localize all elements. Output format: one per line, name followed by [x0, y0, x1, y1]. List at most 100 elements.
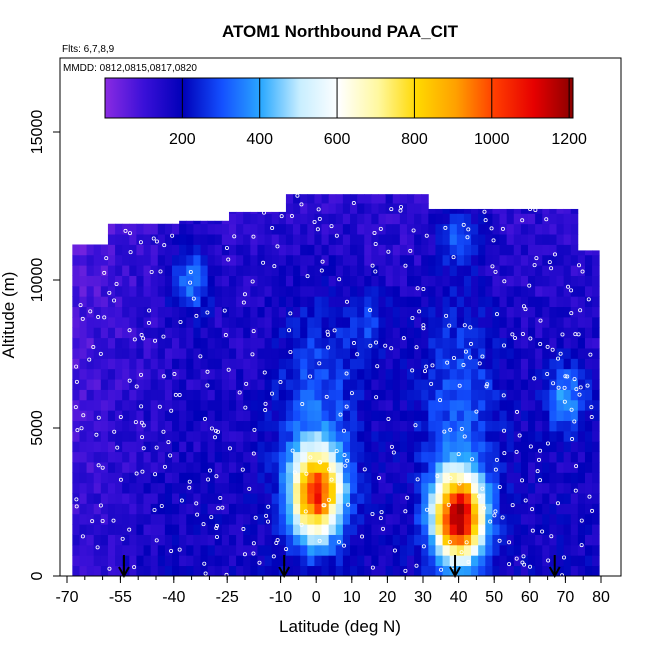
heatmap-cell	[179, 493, 187, 504]
heatmap-cell	[86, 399, 95, 411]
observation-point	[485, 382, 490, 387]
heatmap-cell	[435, 410, 443, 421]
heatmap-cell	[528, 285, 536, 297]
observation-point	[421, 326, 426, 331]
observation-point	[550, 347, 555, 352]
heatmap-cell	[414, 275, 422, 287]
heatmap-cell	[485, 285, 493, 297]
observation-point	[284, 547, 289, 552]
heatmap-cell	[72, 389, 80, 401]
heatmap-cell	[72, 306, 80, 318]
heatmap-cell	[86, 534, 95, 546]
observation-point	[435, 474, 440, 479]
heatmap-cell	[293, 296, 301, 308]
heatmap-cell	[257, 389, 265, 401]
heatmap-cell	[385, 410, 394, 421]
heatmap-cell	[535, 368, 543, 380]
observation-point	[168, 453, 173, 458]
observation-point	[446, 502, 451, 507]
heatmap-cell	[392, 462, 401, 473]
heatmap-cell	[506, 524, 515, 535]
heatmap-cell	[157, 420, 166, 432]
observation-point	[461, 363, 466, 368]
observation-point	[466, 559, 471, 564]
heatmap-cell	[328, 275, 337, 287]
observation-point	[324, 394, 329, 399]
heatmap-cell	[542, 265, 550, 276]
heatmap-cell	[428, 389, 436, 401]
heatmap-cell	[549, 285, 557, 297]
heatmap-cell	[143, 327, 152, 339]
heatmap-cell	[342, 544, 351, 556]
heatmap-cell	[556, 223, 565, 235]
heatmap-cell	[499, 379, 508, 390]
heatmap-cell	[193, 565, 201, 576]
heatmap-cell	[250, 296, 258, 308]
heatmap-cell	[107, 275, 116, 287]
heatmap-cell	[520, 410, 529, 421]
heatmap-cell	[236, 244, 244, 256]
heatmap-cell	[463, 513, 472, 525]
heatmap-cell	[357, 265, 365, 276]
heatmap-cell	[478, 296, 486, 308]
heatmap-cell	[421, 555, 429, 567]
observation-point	[480, 354, 485, 359]
observation-point	[207, 468, 212, 473]
heatmap-cell	[321, 348, 330, 359]
heatmap-cell	[378, 420, 387, 432]
heatmap-cell	[129, 285, 137, 297]
heatmap-cell	[157, 317, 166, 328]
heatmap-cell	[563, 472, 572, 484]
heatmap-cell	[257, 296, 265, 308]
heatmap-cell	[129, 544, 137, 556]
observation-point	[580, 269, 585, 274]
heatmap-cell	[157, 306, 166, 318]
heatmap-cell	[122, 534, 130, 546]
heatmap-cell	[93, 317, 102, 328]
heatmap-cell	[342, 555, 351, 567]
heatmap-cell	[542, 275, 550, 287]
heatmap-cell	[300, 337, 308, 349]
heatmap-cell	[236, 503, 244, 515]
heatmap-cell	[164, 524, 173, 535]
heatmap-cell	[314, 410, 322, 421]
heatmap-cell	[186, 493, 194, 504]
heatmap-cell	[378, 430, 387, 442]
heatmap-cell	[371, 358, 379, 370]
heatmap-cell	[428, 244, 436, 256]
heatmap-cell	[285, 285, 294, 297]
heatmap-cell	[364, 441, 372, 453]
observation-point	[530, 507, 535, 512]
heatmap-cell	[542, 420, 550, 432]
observation-point	[154, 538, 159, 543]
heatmap-cell	[350, 254, 358, 266]
heatmap-cell	[406, 555, 415, 567]
heatmap-cell	[321, 234, 330, 245]
heatmap-cell	[371, 555, 379, 567]
heatmap-cell	[542, 337, 550, 349]
observation-point	[128, 231, 133, 236]
heatmap-cell	[122, 368, 130, 380]
heatmap-cell	[513, 451, 522, 463]
heatmap-cell	[100, 420, 109, 432]
heatmap-cell	[314, 194, 322, 204]
observation-point	[549, 534, 554, 539]
heatmap-cell	[228, 265, 237, 276]
heatmap-cell	[492, 389, 500, 401]
heatmap-cell	[164, 306, 173, 318]
heatmap-cell	[236, 275, 244, 287]
heatmap-cell	[513, 565, 522, 576]
heatmap-cell	[257, 306, 265, 318]
observation-point	[158, 269, 163, 274]
observation-point	[173, 392, 178, 397]
heatmap-cell	[563, 244, 572, 256]
heatmap-cell	[442, 275, 451, 287]
heatmap-cell	[93, 513, 102, 525]
observation-point	[78, 303, 83, 308]
heatmap-cell	[399, 389, 408, 401]
heatmap-cell	[435, 472, 443, 484]
heatmap-cell	[435, 368, 443, 380]
heatmap-cell	[535, 285, 543, 297]
heatmap-cell	[143, 358, 152, 370]
heatmap-cell	[428, 524, 436, 535]
